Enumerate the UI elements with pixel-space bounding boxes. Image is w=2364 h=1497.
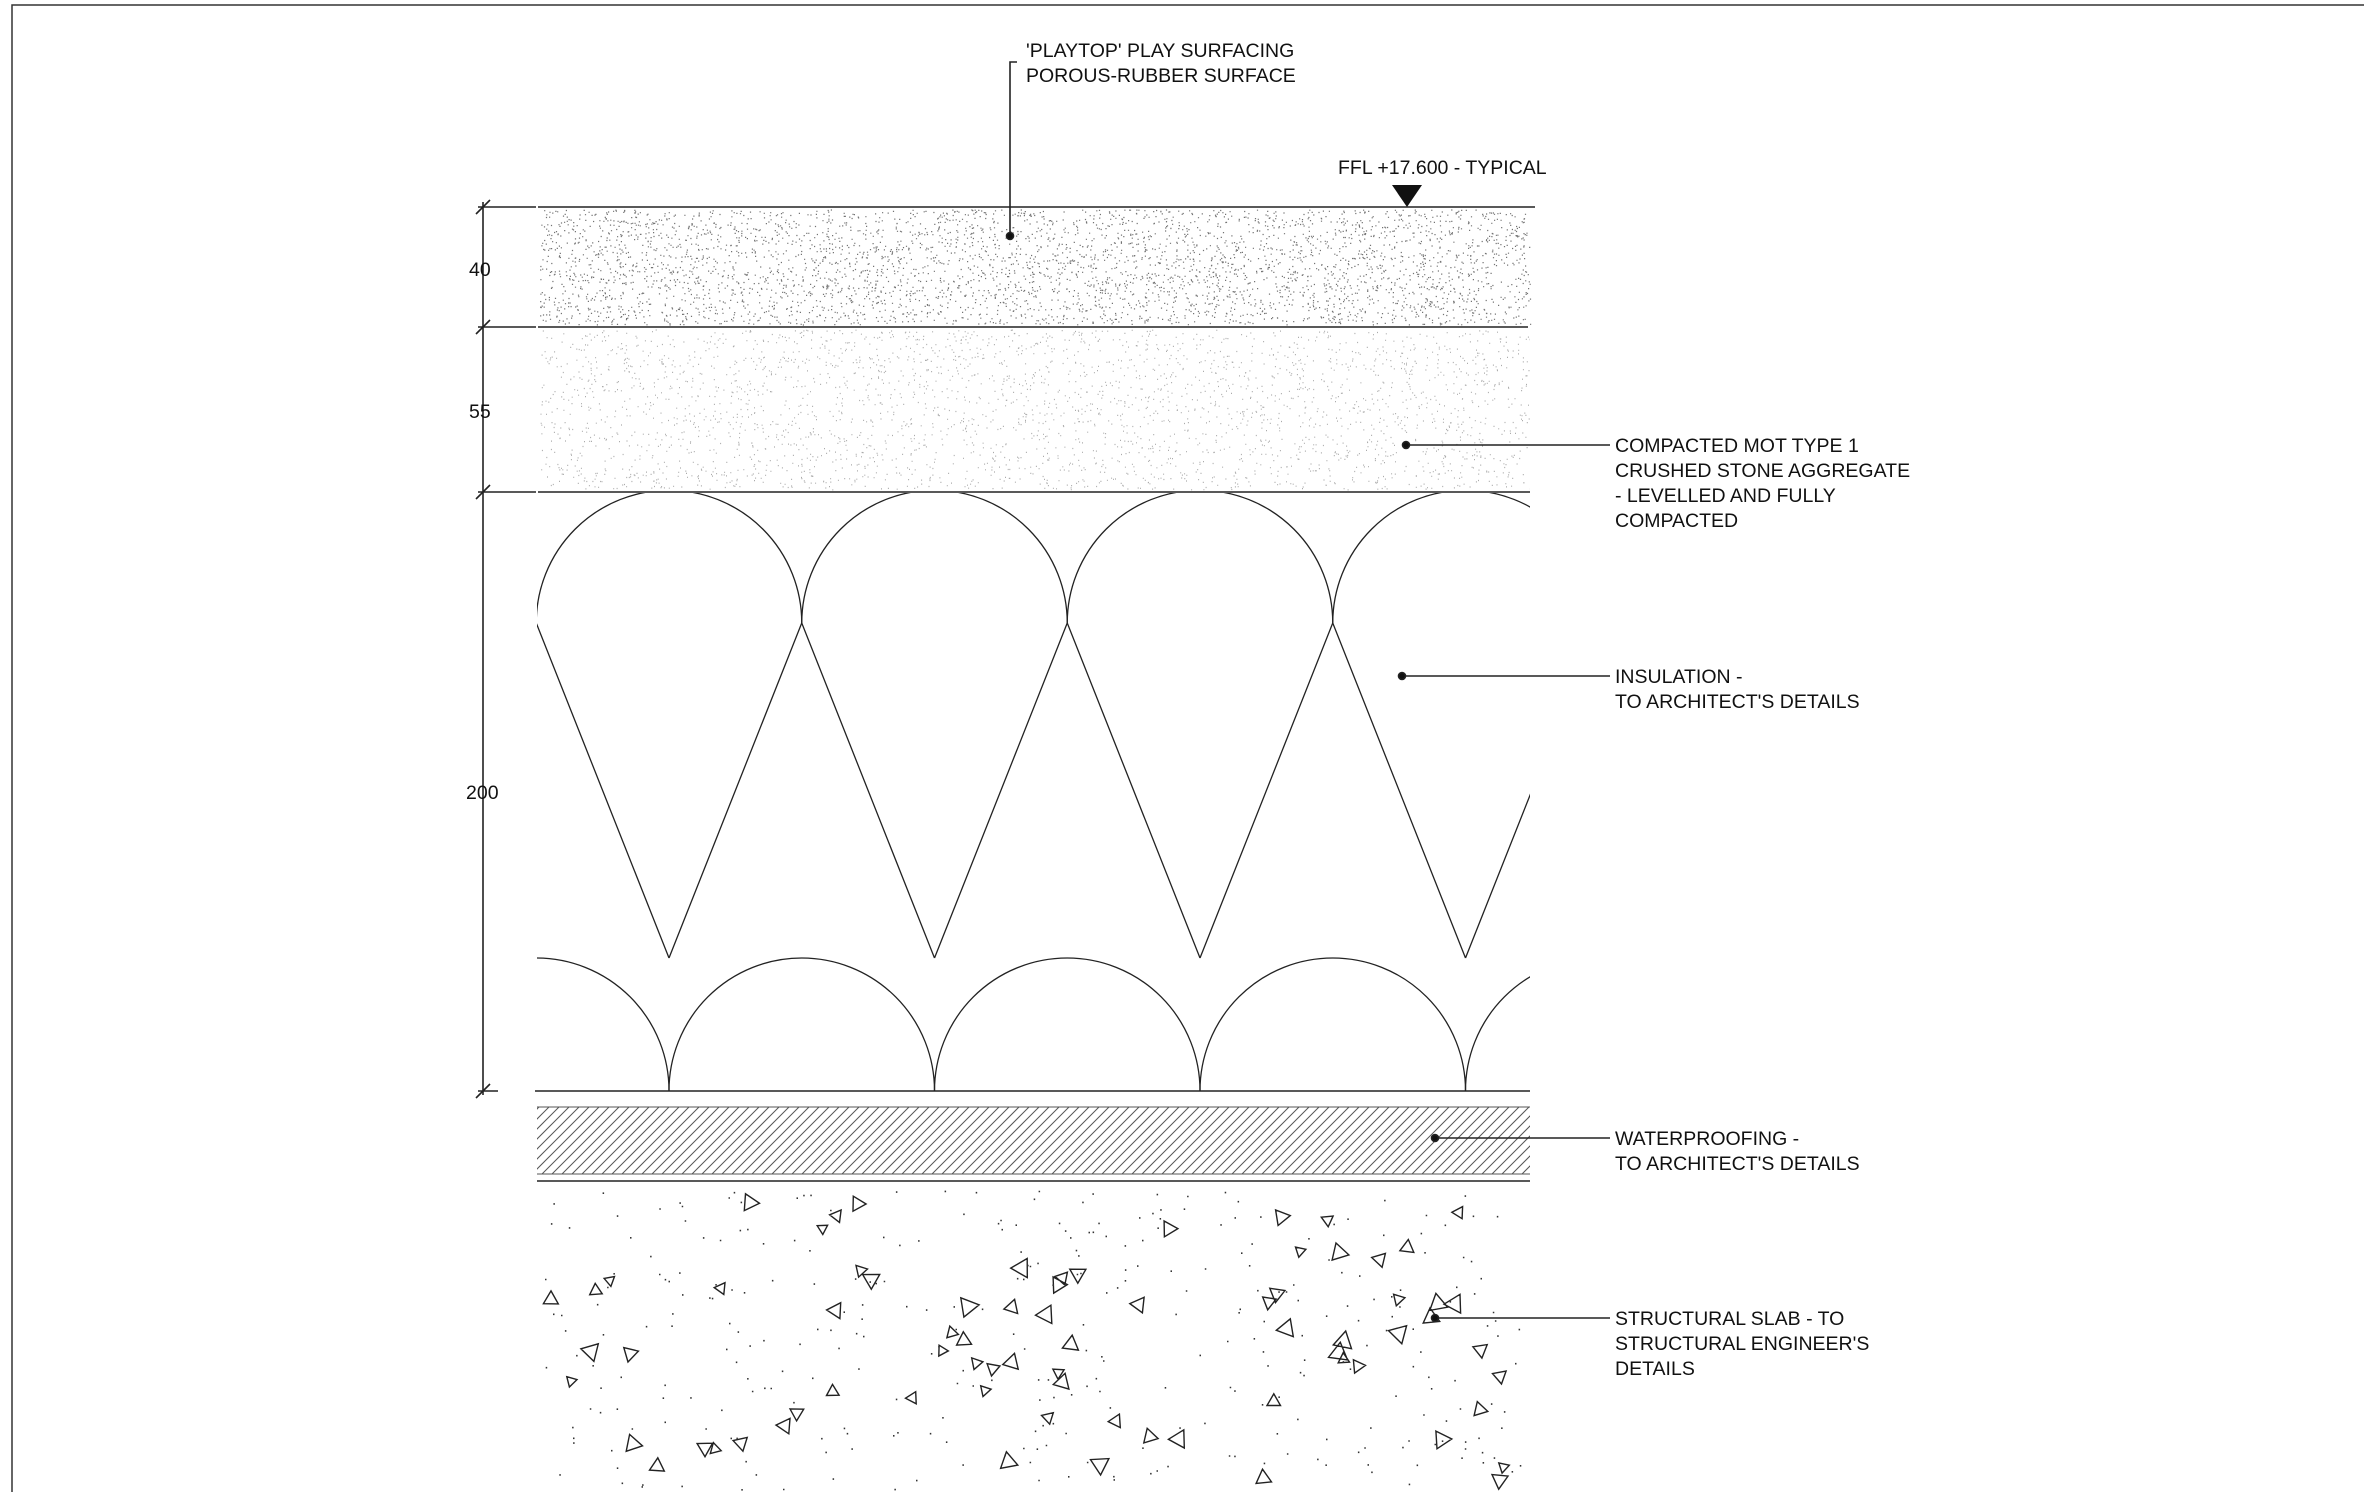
svg-text:TO ARCHITECT'S DETAILS: TO ARCHITECT'S DETAILS: [1615, 1153, 1860, 1175]
structural-slab-layer: [542, 1190, 1522, 1491]
svg-text:COMPACTED MOT TYPE 1: COMPACTED MOT TYPE 1: [1615, 435, 1859, 457]
dimension-insulation: 200: [466, 782, 499, 804]
svg-text:DETAILS: DETAILS: [1615, 1358, 1695, 1380]
svg-text:INSULATION -: INSULATION -: [1615, 666, 1742, 688]
surfacing-layer: [538, 206, 1535, 328]
drawing-border: [11, 4, 2364, 1492]
label-aggregate: COMPACTED MOT TYPE 1 CRUSHED STONE AGGRE…: [1615, 435, 1910, 532]
svg-text:POROUS-RUBBER SURFACE: POROUS-RUBBER SURFACE: [1026, 65, 1296, 87]
aggregate-layer: [538, 329, 1530, 493]
ffl-label: FFL +17.600 - TYPICAL: [1338, 157, 1547, 179]
svg-text:- LEVELLED AND FULLY: - LEVELLED AND FULLY: [1615, 485, 1836, 507]
label-structural-slab: STRUCTURAL SLAB - TO STRUCTURAL ENGINEER…: [1615, 1308, 1869, 1380]
label-waterproofing: WATERPROOFING - TO ARCHITECT'S DETAILS: [1615, 1128, 1860, 1175]
insulation-layer: [535, 493, 1530, 1092]
label-surfacing: 'PLAYTOP' PLAY SURFACING POROUS-RUBBER S…: [1026, 40, 1296, 87]
svg-text:STRUCTURAL SLAB - TO: STRUCTURAL SLAB - TO: [1615, 1308, 1844, 1330]
label-insulation: INSULATION - TO ARCHITECT'S DETAILS: [1615, 666, 1860, 713]
svg-text:TO ARCHITECT'S DETAILS: TO ARCHITECT'S DETAILS: [1615, 691, 1860, 713]
svg-text:WATERPROOFING -: WATERPROOFING -: [1615, 1128, 1799, 1150]
svg-text:STRUCTURAL ENGINEER'S: STRUCTURAL ENGINEER'S: [1615, 1333, 1869, 1355]
waterproofing-layer: [537, 1106, 1530, 1182]
dimension-surfacing: 40: [469, 259, 491, 281]
ffl-level-marker: FFL +17.600 - TYPICAL: [1338, 157, 1547, 207]
svg-text:COMPACTED: COMPACTED: [1615, 510, 1738, 532]
svg-text:'PLAYTOP' PLAY SURFACING: 'PLAYTOP' PLAY SURFACING: [1026, 40, 1294, 62]
leader-lines: [1005, 61, 1610, 1323]
dimension-aggregate: 55: [469, 401, 491, 423]
level-triangle-icon: [1392, 185, 1422, 207]
dimension-chain: [475, 199, 536, 1099]
svg-text:CRUSHED STONE AGGREGATE: CRUSHED STONE AGGREGATE: [1615, 460, 1910, 482]
